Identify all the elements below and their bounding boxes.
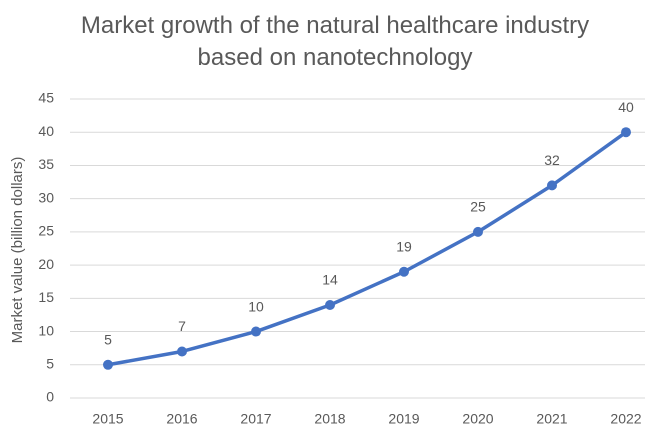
data-point (621, 127, 631, 138)
data-point (473, 226, 483, 237)
x-tick-label: 2018 (314, 411, 345, 427)
y-tick-label: 25 (38, 223, 54, 239)
data-point (547, 180, 557, 191)
data-label: 32 (544, 152, 560, 168)
y-tick-label: 40 (38, 123, 54, 139)
y-tick-label: 30 (38, 189, 54, 205)
x-tick-label: 2016 (166, 411, 197, 427)
x-tick-label: 2022 (610, 411, 641, 427)
data-label: 25 (470, 199, 486, 215)
x-tick-label: 2017 (240, 411, 271, 427)
data-label: 10 (248, 298, 264, 314)
x-tick-label: 2019 (388, 411, 419, 427)
data-point (399, 266, 409, 277)
data-point (251, 326, 261, 337)
x-tick-label: 2020 (462, 411, 493, 427)
data-label: 19 (396, 238, 412, 254)
x-tick-label: 2021 (536, 411, 567, 427)
data-label: 5 (104, 331, 112, 347)
y-tick-label: 5 (46, 355, 54, 371)
y-tick-label: 15 (38, 289, 54, 305)
y-axis-label: Market value (billion dollars) (9, 157, 26, 344)
y-tick-label: 45 (38, 90, 54, 106)
data-point (177, 346, 187, 357)
y-tick-label: 10 (38, 322, 54, 338)
data-label: 40 (618, 99, 634, 115)
y-tick-label: 20 (38, 256, 54, 272)
x-tick-label: 2015 (92, 411, 123, 427)
line (107, 130, 628, 367)
chart-title: Market growth of the natural healthcare … (80, 12, 590, 71)
y-tick-label: 35 (38, 156, 54, 172)
data-label: 14 (322, 272, 338, 288)
y-tick-label: 0 (46, 389, 54, 405)
data-label: 7 (178, 318, 186, 334)
data-point (325, 299, 335, 310)
data-point (103, 359, 113, 370)
